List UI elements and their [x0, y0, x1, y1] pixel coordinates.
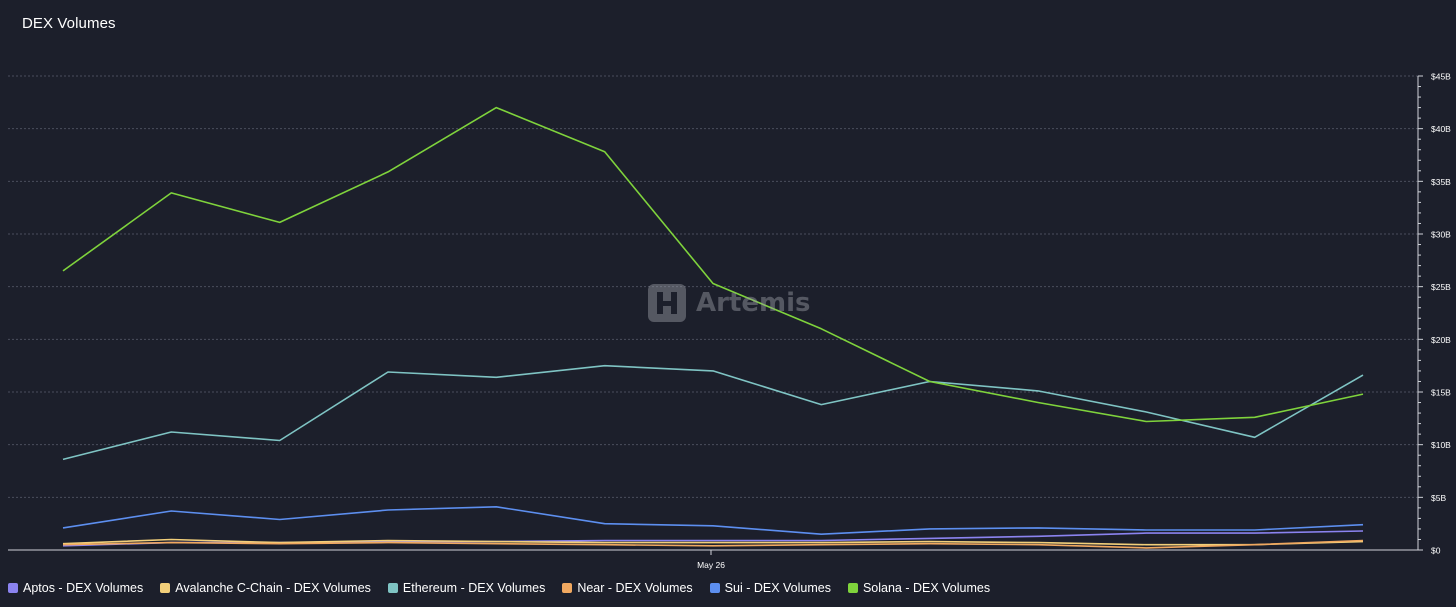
legend-label: Solana - DEX Volumes: [862, 581, 991, 595]
legend-swatch: [160, 583, 171, 593]
x-tick-label: May 26: [697, 560, 725, 570]
legend-label: Aptos - DEX Volumes: [23, 581, 144, 595]
legend-label: Avalanche C-Chain - DEX Volumes: [175, 581, 371, 595]
series-line-avalanche: [62, 538, 1364, 546]
y-tick-label: $15B: [1431, 388, 1451, 398]
series-line-solana: [62, 106, 1364, 423]
series-line-sui: [62, 505, 1364, 536]
legend-swatch: [709, 583, 720, 593]
legend-item[interactable]: Solana - DEX Volumes: [847, 581, 991, 595]
artemis-watermark: Artemis: [648, 284, 811, 322]
legend-swatch: [8, 583, 18, 593]
y-tick-label: $40B: [1431, 124, 1451, 134]
chart-legend: Aptos - DEX Volumes Avalanche C-Chain - D…: [8, 581, 1007, 595]
y-tick-label: $30B: [1431, 230, 1451, 240]
chart-title: DEX Volumes: [22, 15, 116, 32]
y-tick-label: $25B: [1431, 282, 1451, 292]
legend-item[interactable]: Sui - DEX Volumes: [709, 581, 831, 595]
artemis-logo-icon: [648, 284, 686, 322]
watermark-text: Artemis: [696, 288, 811, 318]
y-tick-label: $0: [1431, 546, 1441, 556]
series-line-near: [62, 539, 1364, 549]
legend-swatch: [562, 583, 573, 593]
legend-item[interactable]: Avalanche C-Chain - DEX Volumes: [160, 581, 371, 595]
y-tick-label: $10B: [1431, 440, 1451, 450]
legend-item[interactable]: Aptos - DEX Volumes: [8, 581, 143, 595]
legend-swatch: [387, 583, 398, 593]
legend-swatch: [847, 583, 858, 593]
axis-layer: $0 $5B $10B $15B $20B $25B $30B $35B $40B $45B May…: [8, 72, 1451, 570]
legend-label: Near - DEX Volumes: [577, 581, 693, 595]
y-tick-label: $20B: [1431, 335, 1451, 345]
legend-item[interactable]: Ethereum - DEX Volumes: [387, 581, 546, 595]
legend-label: Sui - DEX Volumes: [724, 581, 831, 595]
series-layer: [62, 106, 1364, 549]
legend-label: Ethereum - DEX Volumes: [402, 581, 546, 595]
legend-item[interactable]: Near - DEX Volumes: [562, 581, 693, 595]
series-line-ethereum: [62, 364, 1364, 461]
y-tick-label: $35B: [1431, 177, 1451, 187]
grid-layer: [8, 75, 1418, 498]
y-tick-label: $5B: [1431, 493, 1446, 503]
y-tick-label: $45B: [1431, 72, 1451, 82]
